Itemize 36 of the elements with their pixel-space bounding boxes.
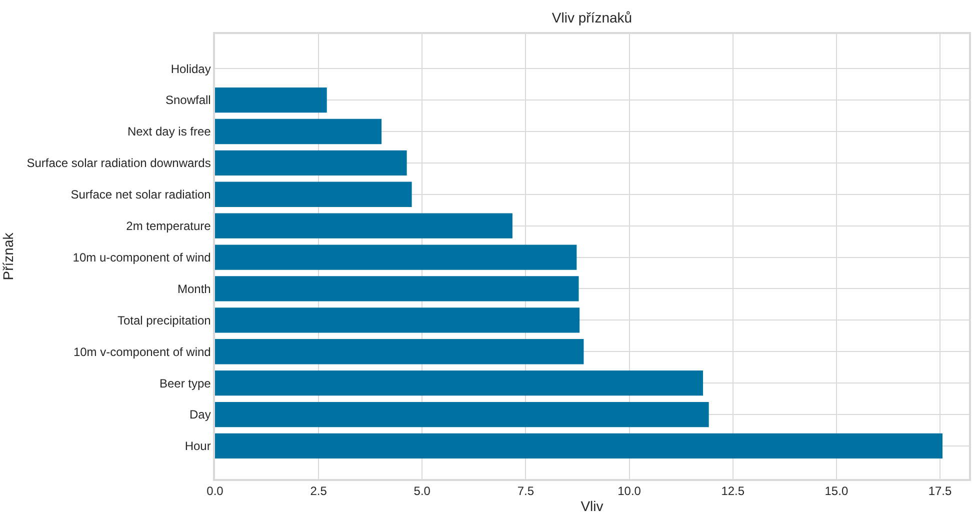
x-tick-label: 7.5 <box>517 484 534 498</box>
y-tick-label: 10m v-component of wind <box>73 344 211 359</box>
y-tick-label: Hour <box>184 439 211 454</box>
y-tick-label: Day <box>190 408 211 422</box>
x-tick-label: 10.0 <box>618 484 642 498</box>
bar <box>215 276 579 302</box>
x-tick-label: 12.5 <box>721 484 745 498</box>
y-tick-label: Surface solar radiation downwards <box>26 156 211 170</box>
bar <box>215 118 382 144</box>
x-tick-label: 0.0 <box>206 484 224 498</box>
x-tick-label: 5.0 <box>414 484 431 498</box>
y-tick-label: 10m u-component of wind <box>72 250 211 264</box>
y-tick-label: Surface net solar radiation <box>70 188 211 202</box>
y-tick-label: Next day is free <box>127 124 212 139</box>
y-tick-label: Total precipitation <box>117 313 211 328</box>
x-axis-title: Vliv <box>580 498 604 514</box>
bar <box>215 339 584 364</box>
x-tick-label: 2.5 <box>310 484 328 498</box>
y-tick-label: Beer type <box>159 376 212 390</box>
bar <box>215 244 577 270</box>
bar <box>215 308 580 333</box>
y-axis-title: Příznak <box>0 232 16 280</box>
y-tick-label: Month <box>177 282 211 296</box>
chart-title: Vliv příznaků <box>552 10 632 26</box>
bar <box>215 213 512 238</box>
bar <box>215 87 327 113</box>
x-tick-label: 15.0 <box>824 484 848 498</box>
y-tick-label: 2m temperature <box>126 219 212 234</box>
bar <box>215 402 709 428</box>
bar <box>215 370 704 396</box>
bar <box>215 182 412 207</box>
bar <box>215 433 942 459</box>
y-tick-label: Snowfall <box>165 93 211 108</box>
y-tick-label: Holiday <box>170 62 211 76</box>
x-tick-label: 17.5 <box>928 484 952 498</box>
bar <box>215 150 407 176</box>
